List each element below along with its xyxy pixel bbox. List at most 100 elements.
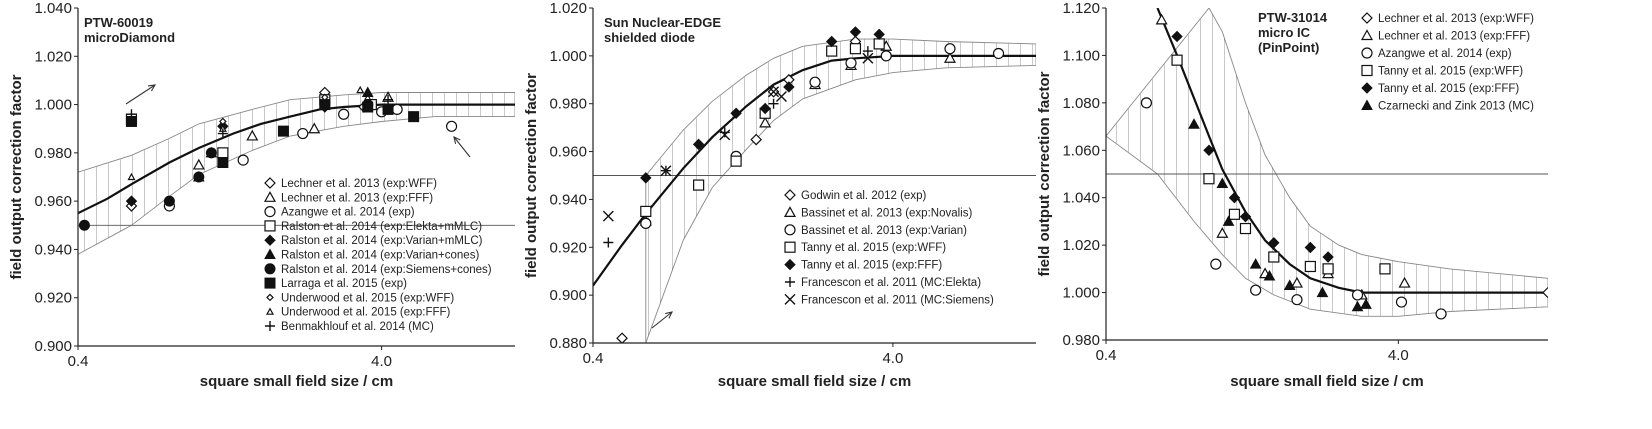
legend-label: Lechner et al. 2013 (exp:WFF) bbox=[1378, 13, 1534, 25]
series-4 bbox=[1171, 54, 1391, 275]
data-point bbox=[356, 85, 365, 94]
y-tick-label: 0.960 bbox=[549, 144, 587, 161]
data-point bbox=[1263, 269, 1276, 281]
data-point bbox=[640, 217, 652, 229]
data-point bbox=[759, 102, 771, 115]
data-point bbox=[783, 81, 795, 93]
legend-marker bbox=[784, 241, 796, 253]
data-point bbox=[1203, 144, 1215, 156]
data-point bbox=[320, 93, 329, 102]
legend-marker bbox=[783, 206, 797, 217]
data-point bbox=[1322, 251, 1334, 263]
data-point bbox=[1351, 300, 1364, 312]
data-point bbox=[719, 129, 731, 141]
data-point bbox=[125, 195, 138, 207]
data-point bbox=[640, 205, 652, 217]
uncertainty-band bbox=[645, 38, 1036, 343]
y-tick-label: 0.980 bbox=[1062, 332, 1100, 349]
data-point bbox=[163, 195, 175, 207]
legend-marker bbox=[1361, 12, 1373, 24]
data-point bbox=[640, 172, 652, 184]
series-7 bbox=[602, 52, 874, 222]
legend-marker bbox=[1361, 47, 1373, 59]
y-tick-label: 1.080 bbox=[1062, 95, 1100, 112]
legend-marker bbox=[784, 224, 796, 236]
x-axis-label: square small field size / cm bbox=[200, 373, 393, 390]
x-tick-label: 0.4 bbox=[583, 350, 604, 367]
data-point bbox=[943, 52, 957, 63]
y-tick-label: 0.980 bbox=[34, 145, 72, 162]
fit-curve bbox=[78, 103, 515, 215]
data-point bbox=[730, 155, 742, 167]
data-point bbox=[1203, 173, 1215, 185]
legend: Lechner et al. 2013 (exp:WFF) Lechner et … bbox=[1360, 12, 1534, 113]
x-tick-label: 4.0 bbox=[1388, 347, 1409, 364]
y-tick-label: 0.920 bbox=[549, 239, 587, 256]
legend-marker bbox=[263, 191, 277, 202]
data-point bbox=[78, 219, 90, 231]
data-point bbox=[616, 332, 628, 343]
legend-marker bbox=[264, 206, 276, 218]
panel-title-line: microDiamond bbox=[84, 30, 175, 45]
data-point bbox=[944, 43, 956, 55]
series-9 bbox=[219, 93, 329, 126]
data-point bbox=[192, 158, 205, 170]
data-point bbox=[862, 52, 874, 64]
legend-label: Lechner et al. 2013 (exp:FFF) bbox=[1378, 31, 1530, 43]
data-point bbox=[1171, 54, 1183, 66]
y-tick-label: 0.940 bbox=[549, 191, 587, 208]
plot-area bbox=[1106, 8, 1548, 320]
data-point bbox=[445, 120, 458, 132]
data-point bbox=[383, 94, 394, 105]
legend-marker bbox=[1361, 64, 1373, 77]
data-point bbox=[1351, 289, 1364, 301]
y-tick-label: 0.940 bbox=[34, 241, 72, 258]
data-point bbox=[768, 86, 780, 98]
data-point bbox=[127, 172, 136, 181]
annotation-arrow bbox=[651, 311, 673, 329]
y-axis-label: field output correction factor bbox=[1036, 71, 1053, 276]
legend-marker bbox=[784, 293, 796, 305]
legend-label: Ralston et al. 2014 (exp:Siemens+cones) bbox=[281, 264, 492, 276]
legend-label: Tanny et al. 2015 (exp:FFF) bbox=[1378, 83, 1519, 95]
legend-marker bbox=[1361, 82, 1373, 94]
y-tick-label: 1.020 bbox=[549, 0, 587, 17]
series-3 bbox=[1140, 97, 1447, 320]
y-tick-label: 0.920 bbox=[34, 290, 72, 307]
data-point bbox=[1216, 227, 1229, 238]
data-point bbox=[205, 147, 217, 159]
y-axis-label: field output correction factor bbox=[8, 74, 25, 279]
y-tick-label: 1.000 bbox=[549, 48, 587, 65]
data-point bbox=[750, 133, 763, 146]
data-point bbox=[759, 116, 772, 128]
series-4 bbox=[640, 38, 885, 217]
data-point bbox=[602, 210, 614, 222]
legend-label: Benmakhlouf et al. 2014 (MC) bbox=[281, 321, 434, 333]
y-tick-label: 1.040 bbox=[1062, 190, 1100, 207]
legend-label: Ralston et al. 2014 (exp:Varian+cones) bbox=[281, 250, 479, 262]
y-tick-label: 1.060 bbox=[1062, 142, 1100, 159]
data-point bbox=[1210, 258, 1222, 270]
legend: Godwin et al. 2012 (exp) Bassinet et al. … bbox=[783, 189, 994, 306]
series-7 bbox=[78, 99, 374, 231]
data-point bbox=[873, 38, 885, 50]
data-point bbox=[873, 28, 885, 41]
series-1 bbox=[1542, 286, 1548, 299]
legend-label: Godwin et al. 2012 (exp) bbox=[801, 190, 926, 202]
legend: Lechner et al. 2013 (exp:WFF) Lechner et … bbox=[263, 177, 492, 333]
data-point bbox=[1239, 222, 1252, 235]
y-tick-label: 1.020 bbox=[1062, 237, 1100, 254]
data-point bbox=[1360, 298, 1372, 309]
legend-label: Bassinet et al. 2013 (exp:Varian) bbox=[801, 225, 967, 237]
x-axis-label: square small field size / cm bbox=[1230, 373, 1423, 390]
panel-title-line: micro IC bbox=[1258, 25, 1311, 40]
x-tick-label: 4.0 bbox=[882, 350, 903, 367]
data-point bbox=[1316, 286, 1329, 298]
y-tick-label: 0.900 bbox=[34, 338, 72, 355]
data-point bbox=[809, 76, 821, 88]
y-tick-label: 0.880 bbox=[549, 335, 587, 352]
data-point bbox=[1171, 30, 1183, 43]
y-axis-label: field output correction factor bbox=[523, 73, 540, 278]
legend-label: Ralston et al. 2014 (exp:Elekta+mMLC) bbox=[281, 221, 482, 233]
